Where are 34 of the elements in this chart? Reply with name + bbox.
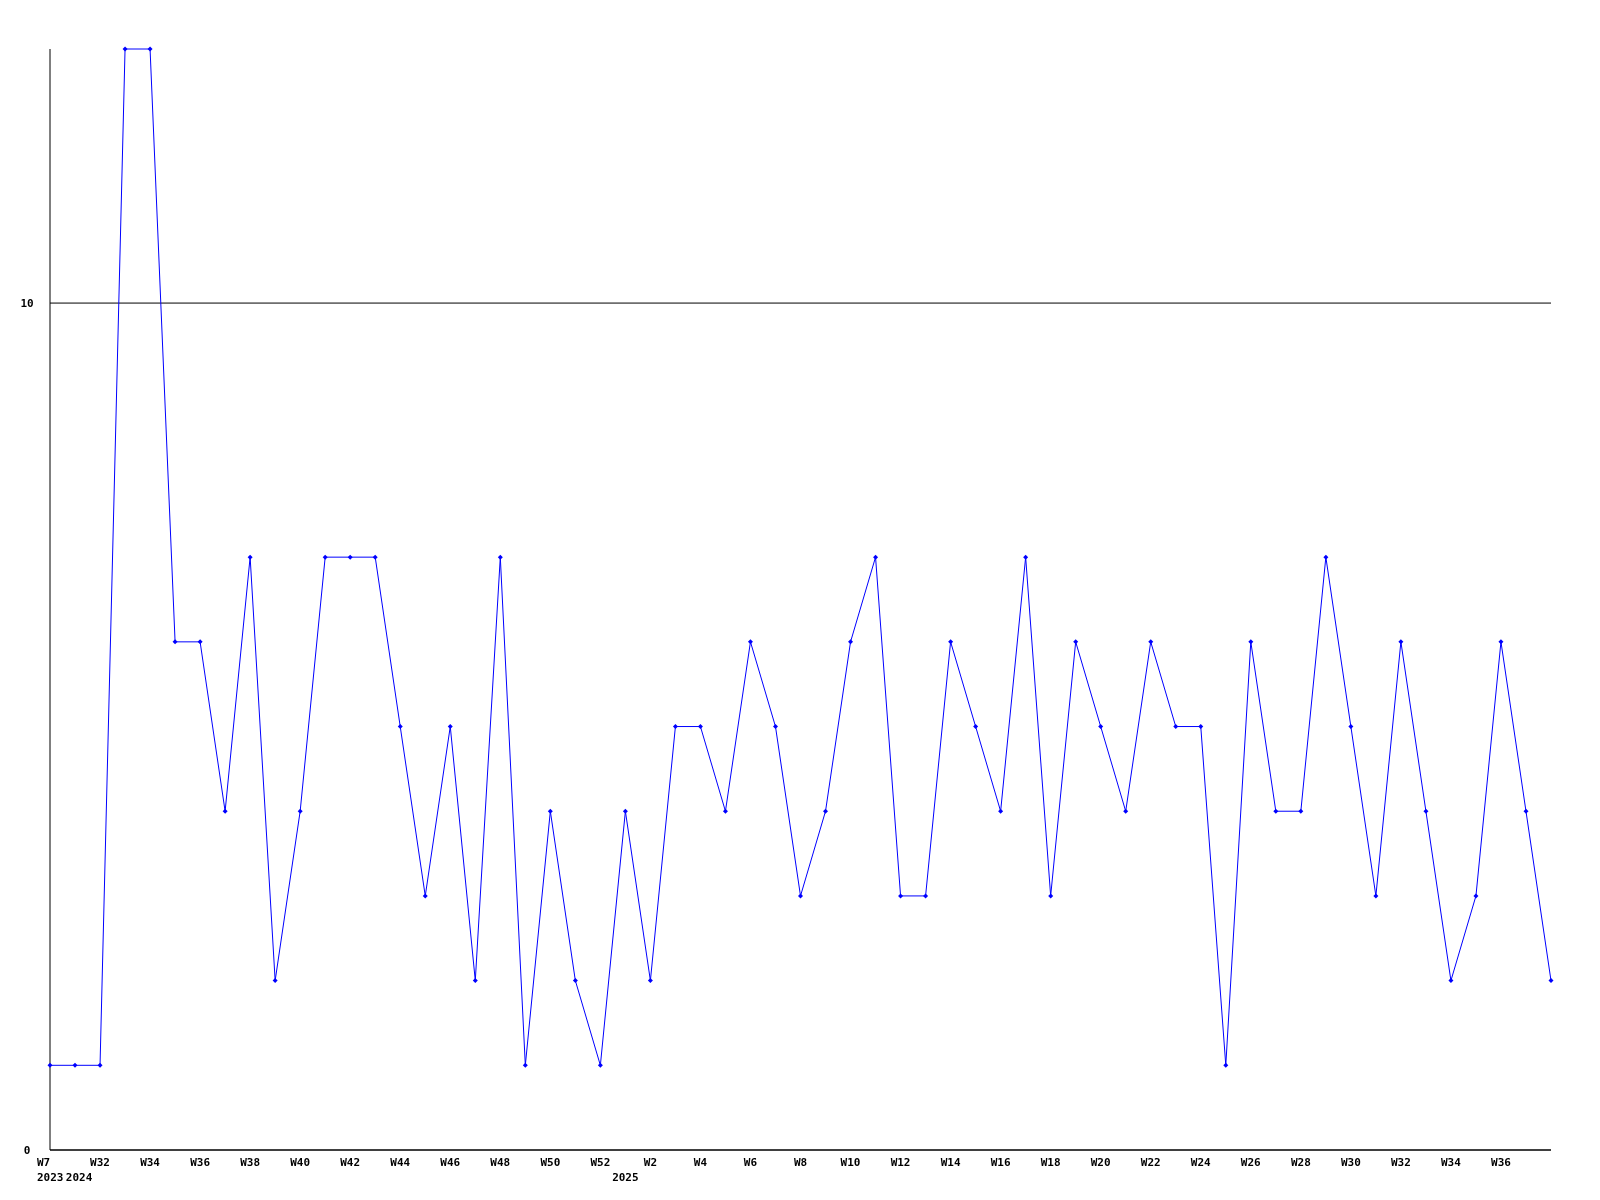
x-tick-label: W52 xyxy=(590,1156,611,1169)
x-tick-label: W12 xyxy=(890,1156,911,1169)
x-tick-label: W8 xyxy=(793,1156,808,1169)
x-tick-label: W32 xyxy=(1390,1156,1411,1169)
x-tick-label: W38 xyxy=(240,1156,261,1169)
x-tick-label: W36 xyxy=(1491,1156,1512,1169)
x-tick-label: W50 xyxy=(540,1156,561,1169)
x-tick-label: W44 xyxy=(390,1156,411,1169)
x-tick-label: W20 xyxy=(1090,1156,1111,1169)
x-tick-label: W42 xyxy=(340,1156,361,1169)
x-tick-label: W6 xyxy=(743,1156,758,1169)
x-tick-label: W18 xyxy=(1040,1156,1061,1169)
x-tick-label: 2025 xyxy=(612,1171,639,1184)
x-tick-label: W46 xyxy=(440,1156,461,1169)
x-tick-label: 2024 xyxy=(65,1171,93,1184)
x-tick-label: W2 xyxy=(643,1156,658,1169)
x-tick-label: W34 xyxy=(1441,1156,1462,1169)
x-tick-label: W30 xyxy=(1340,1156,1361,1169)
x-tick-label: W7 2023 xyxy=(37,1156,64,1184)
x-tick-label: W40 xyxy=(290,1156,311,1169)
y-tick-label: 10 xyxy=(20,297,34,311)
x-tick-label: W26 xyxy=(1240,1156,1262,1169)
x-tick-label: W24 xyxy=(1190,1156,1212,1169)
x-tick-label: W48 xyxy=(490,1156,511,1169)
x-tick-label: W36 xyxy=(190,1156,211,1169)
x-tick-label: W14 xyxy=(940,1156,961,1169)
x-tick-label: W4 xyxy=(693,1156,708,1169)
x-tick-label: W28 xyxy=(1290,1156,1311,1169)
x-tick-label: W22 xyxy=(1140,1156,1161,1169)
x-tick-label: W32 xyxy=(90,1156,110,1169)
x-tick-label: W16 xyxy=(990,1156,1011,1169)
x-tick-label: W10 xyxy=(840,1156,861,1169)
y-tick-label: 0 xyxy=(23,1144,31,1157)
x-tick-label: W34 xyxy=(140,1156,161,1169)
